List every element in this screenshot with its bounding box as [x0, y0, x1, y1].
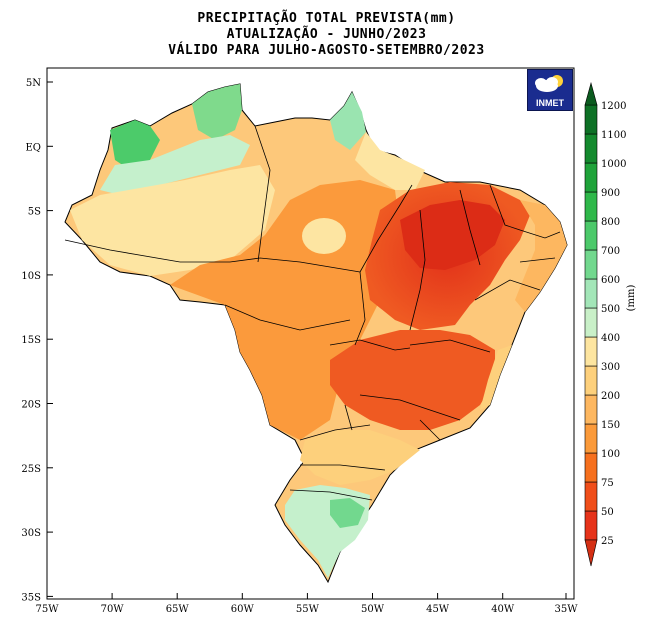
precip-zone-green-roraima — [192, 84, 242, 140]
lat-tick-label: 15S — [21, 335, 41, 346]
precip-zone-green-south — [330, 498, 365, 528]
map-title-line-2: ATUALIZAÇÃO - JUNHO/2023 — [226, 27, 427, 42]
colorbar-level-label: 600 — [601, 275, 620, 286]
map-frame-border — [46, 67, 575, 600]
lat-tick-label: 20S — [21, 400, 41, 411]
precip-zone-coast-east — [515, 200, 567, 312]
colorbar-arrow-top — [584, 81, 598, 106]
colorbar-segment — [584, 191, 598, 222]
colorbar-level-label: 200 — [601, 391, 620, 402]
colorbar-level-label: 25 — [601, 536, 614, 547]
colorbar-segment — [584, 423, 598, 454]
colorbar-segment — [584, 104, 598, 135]
colorbar-segment — [584, 336, 598, 367]
latitude-axis: 5N EQ 5S 10S 15S 20S 25S 30S 35S — [21, 78, 53, 603]
precip-zone-lightgreen-amazon — [100, 135, 250, 195]
colorbar-segment — [584, 220, 598, 251]
precip-zone-light-northcoast — [355, 132, 425, 190]
colorbar-segment — [584, 307, 598, 338]
precip-zone-green-northwest — [110, 120, 160, 170]
colorbar-arrow-bottom — [584, 539, 598, 567]
colorbar-level-label: 300 — [601, 362, 620, 373]
lon-tick-label: 60W — [231, 604, 255, 615]
colorbar-segment — [584, 365, 598, 396]
colorbar-unit-label: (mm) — [626, 285, 637, 312]
colorbar-level-label: 800 — [601, 217, 620, 228]
lon-tick-label: 45W — [426, 604, 450, 615]
colorbar-level-label: 700 — [601, 246, 620, 257]
lat-tick-label: 25S — [21, 464, 41, 475]
cloud-sun-icon — [535, 75, 563, 92]
lon-tick-label: 55W — [296, 604, 320, 615]
colorbar-level-label: 150 — [601, 420, 620, 431]
colorbar-segment — [584, 452, 598, 483]
colorbar-level-label: 1200 — [601, 101, 626, 112]
colorbar-level-label: 75 — [601, 478, 614, 489]
precip-zone-red-southeast — [330, 330, 495, 430]
colorbar-segment — [584, 162, 598, 193]
logo-text: INMET — [536, 98, 564, 108]
colorbar-level-label: 900 — [601, 188, 620, 199]
longitude-axis: 75W 70W 65W 60W 55W 50W 45W 40W 35W — [35, 593, 578, 615]
colorbar-level-label: 50 — [601, 507, 614, 518]
precip-zone-coast-southeast — [480, 345, 512, 410]
lon-tick-label: 70W — [101, 604, 125, 615]
precip-zone-green-amapa — [330, 92, 366, 150]
colorbar-segment — [584, 278, 598, 309]
precip-zone-darkred-interior — [400, 200, 505, 270]
lon-tick-label: 75W — [35, 604, 59, 615]
lat-tick-label: 35S — [21, 592, 41, 603]
colorbar-segment — [584, 133, 598, 164]
colorbar-segment — [584, 249, 598, 280]
colorbar-level-label: 1100 — [601, 130, 626, 141]
lon-tick-label: 35W — [554, 604, 578, 615]
colorbar-level-label: 1000 — [601, 159, 626, 170]
precip-zone-yellow-west — [70, 165, 275, 276]
colorbar: 25 50 75 100 150 200 300 400 500 600 700 800 900 1000… — [584, 81, 626, 567]
lat-tick-label: 30S — [21, 528, 41, 539]
brazil-land — [64, 83, 568, 584]
colorbar-segment — [584, 481, 598, 512]
colorbar-level-label: 100 — [601, 449, 620, 460]
lon-tick-label: 65W — [166, 604, 190, 615]
inmet-logo: INMET — [527, 69, 573, 111]
lon-tick-label: 50W — [361, 604, 385, 615]
colorbar-segment — [584, 510, 598, 541]
lat-tick-label: 5N — [26, 78, 41, 89]
colorbar-segment — [584, 394, 598, 425]
state-boundaries — [64, 125, 561, 501]
map-title-line-1: PRECIPITAÇÃO TOTAL PREVISTA(mm) — [197, 11, 456, 26]
colorbar-level-label: 400 — [601, 333, 620, 344]
lat-tick-label: EQ — [26, 142, 42, 153]
precip-zone-yellow-south — [300, 430, 420, 485]
colorbar-level-label: 500 — [601, 304, 620, 315]
lat-tick-label: 10S — [21, 271, 41, 282]
lat-tick-label: 5S — [28, 207, 41, 218]
map-title-line-3: VÁLIDO PARA JULHO-AGOSTO-SETEMBRO/2023 — [168, 43, 485, 58]
precip-zone-light-blob — [302, 218, 346, 254]
lon-tick-label: 40W — [491, 604, 515, 615]
